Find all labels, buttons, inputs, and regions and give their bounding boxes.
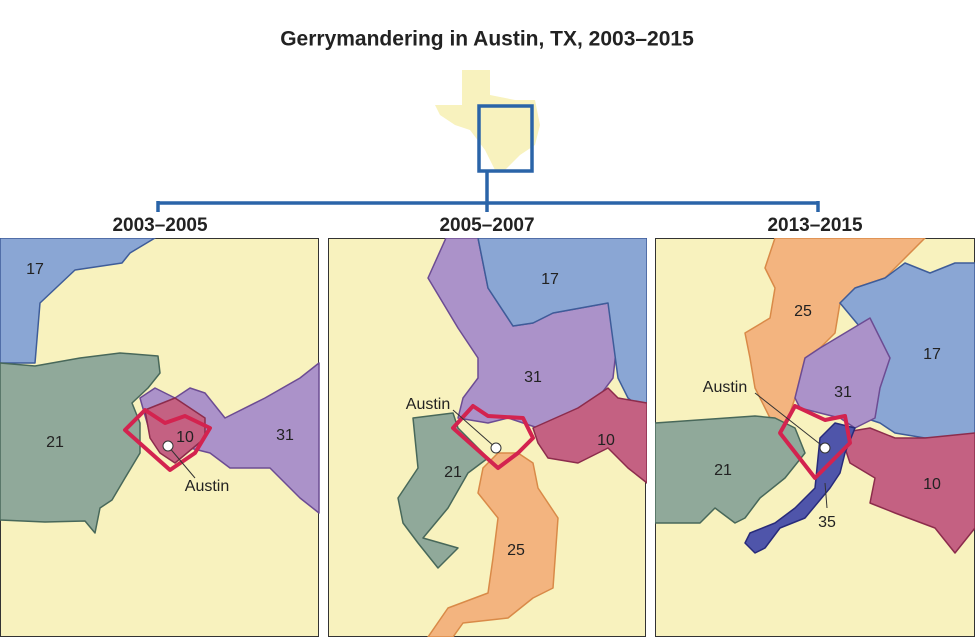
district-label: 17	[923, 346, 941, 363]
title: Gerrymandering in Austin, TX, 2003–2015	[280, 28, 694, 51]
district-label: 21	[46, 434, 64, 451]
district-label: 31	[834, 384, 852, 401]
city-label: Austin	[406, 396, 450, 413]
district-label: 17	[26, 261, 44, 278]
district-label: 25	[794, 303, 812, 320]
district-label: 21	[444, 464, 462, 481]
austin-area-box	[477, 104, 534, 173]
city-label: Austin	[703, 379, 747, 396]
district-label: 10	[923, 476, 941, 493]
texas-outline	[435, 70, 540, 170]
district-label: 25	[507, 542, 525, 559]
map-panel: 25 17 31 10 21 35 Austin	[655, 238, 975, 637]
panel-label: 2013–2015	[767, 215, 863, 236]
district-label: 35	[818, 514, 836, 531]
city-label: Austin	[185, 478, 229, 495]
district-label: 17	[541, 271, 559, 288]
panel-label: 2005–2007	[439, 215, 534, 236]
panel-label: 2003–2005	[112, 215, 208, 236]
district-label: 31	[276, 427, 294, 444]
district-label: 10	[597, 432, 615, 449]
district-label: 10	[176, 429, 194, 446]
map-panel: 17 21 10 31 Austin	[0, 238, 320, 637]
district-label: 31	[524, 369, 542, 386]
bracket	[156, 171, 820, 212]
map-panel: 17 31 10 21 25 Austin	[328, 238, 647, 637]
district-label: 21	[714, 462, 732, 479]
